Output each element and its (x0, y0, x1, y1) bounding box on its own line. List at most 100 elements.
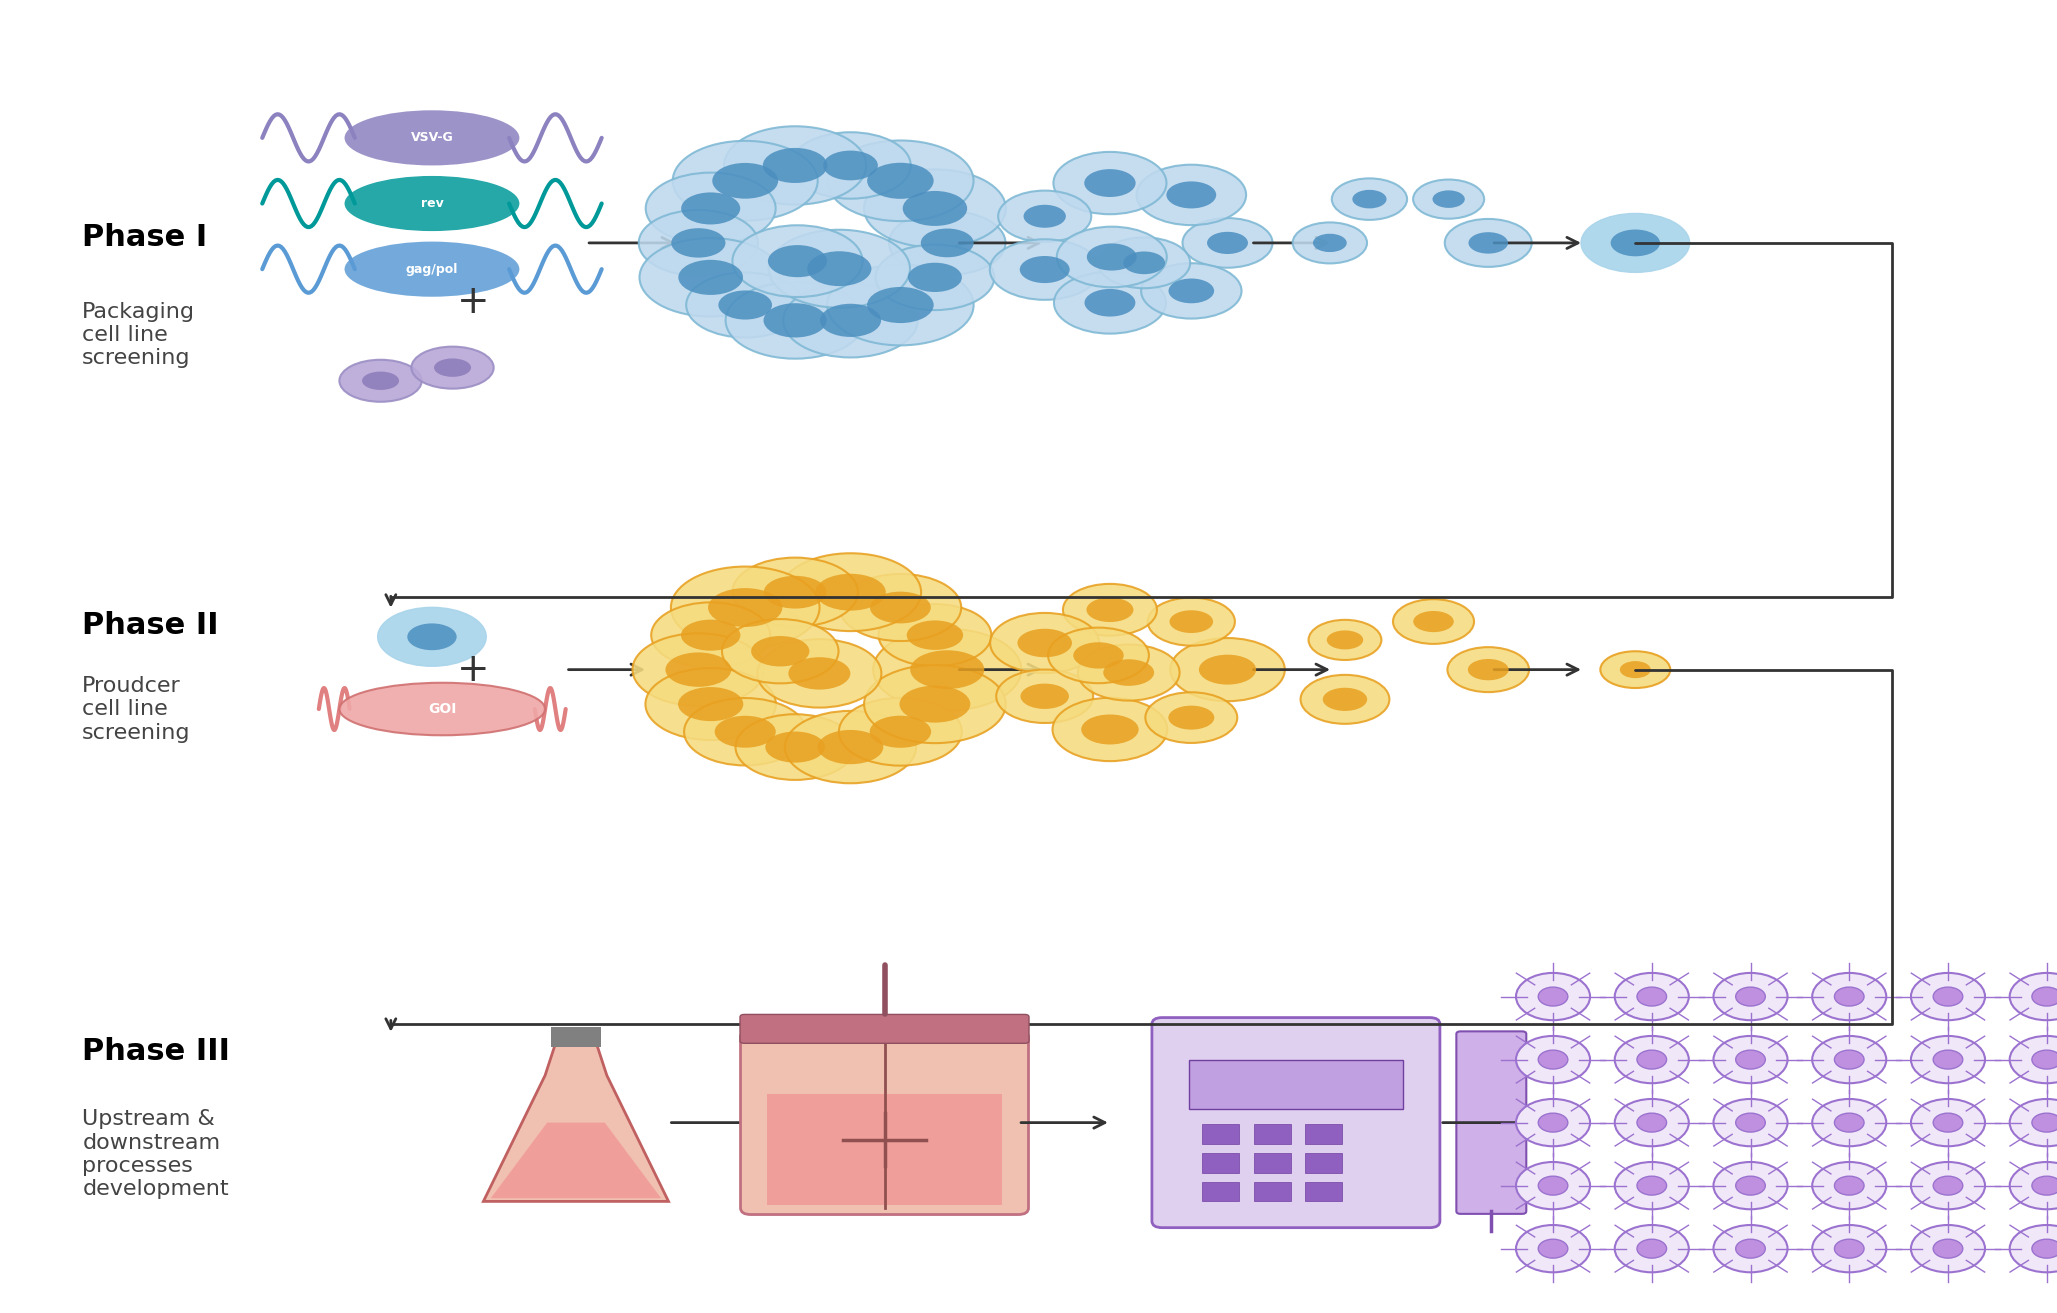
Bar (1255, 1182, 1292, 1201)
Circle shape (1911, 1162, 1985, 1209)
Ellipse shape (1444, 219, 1532, 267)
Ellipse shape (1432, 190, 1465, 207)
Ellipse shape (724, 126, 866, 205)
Ellipse shape (909, 650, 985, 689)
Circle shape (1516, 1162, 1590, 1209)
Ellipse shape (1312, 234, 1347, 252)
Circle shape (1637, 1239, 1666, 1258)
Ellipse shape (765, 731, 825, 763)
FancyBboxPatch shape (741, 1031, 1028, 1215)
Bar (1304, 1153, 1343, 1173)
Circle shape (2010, 1099, 2057, 1146)
Ellipse shape (1327, 630, 1364, 650)
Ellipse shape (1469, 659, 1508, 680)
Ellipse shape (1199, 655, 1257, 684)
Ellipse shape (1074, 642, 1123, 668)
Ellipse shape (907, 263, 963, 291)
Ellipse shape (1098, 238, 1191, 289)
Ellipse shape (640, 210, 757, 276)
Ellipse shape (864, 169, 1006, 248)
Ellipse shape (673, 140, 819, 221)
Bar (1255, 1124, 1292, 1144)
Text: +: + (457, 651, 490, 688)
Ellipse shape (827, 140, 973, 221)
Ellipse shape (1600, 651, 1670, 688)
Ellipse shape (763, 148, 827, 183)
Ellipse shape (1413, 180, 1485, 219)
Ellipse shape (652, 603, 769, 668)
Text: Packaging
cell line
screening: Packaging cell line screening (82, 302, 195, 369)
Ellipse shape (362, 372, 399, 390)
Circle shape (1736, 1239, 1765, 1258)
Bar (551, 1027, 601, 1046)
Ellipse shape (815, 574, 887, 611)
Ellipse shape (1020, 684, 1070, 709)
Ellipse shape (681, 620, 741, 651)
Circle shape (1812, 973, 1886, 1020)
Text: GOI: GOI (428, 702, 457, 716)
Ellipse shape (989, 613, 1098, 674)
Ellipse shape (1057, 227, 1166, 288)
Ellipse shape (1053, 272, 1166, 334)
Circle shape (1637, 1176, 1666, 1195)
Circle shape (1934, 1239, 1962, 1258)
Circle shape (1835, 1176, 1864, 1195)
Ellipse shape (646, 172, 775, 244)
Ellipse shape (989, 239, 1100, 299)
Ellipse shape (786, 710, 915, 784)
Ellipse shape (1103, 659, 1154, 685)
Circle shape (1615, 1225, 1689, 1272)
Ellipse shape (823, 151, 878, 180)
Ellipse shape (1020, 256, 1070, 284)
Circle shape (1516, 973, 1590, 1020)
Circle shape (1713, 1099, 1788, 1146)
Ellipse shape (763, 576, 827, 608)
Ellipse shape (1049, 628, 1150, 683)
Ellipse shape (903, 190, 967, 226)
Bar (1304, 1124, 1343, 1144)
Ellipse shape (1351, 190, 1386, 209)
Ellipse shape (878, 604, 991, 666)
FancyBboxPatch shape (1152, 1018, 1440, 1228)
Ellipse shape (1323, 688, 1368, 710)
Ellipse shape (1086, 597, 1133, 622)
PathPatch shape (492, 1123, 660, 1199)
Bar (1304, 1182, 1343, 1201)
Ellipse shape (671, 566, 819, 649)
Circle shape (1516, 1225, 1590, 1272)
Ellipse shape (751, 635, 808, 667)
Circle shape (1736, 987, 1765, 1006)
Circle shape (1934, 1050, 1962, 1069)
Ellipse shape (868, 288, 934, 323)
Ellipse shape (344, 242, 518, 297)
Text: VSV-G: VSV-G (411, 131, 453, 144)
Ellipse shape (1582, 214, 1689, 272)
Ellipse shape (344, 110, 518, 165)
Ellipse shape (1063, 584, 1156, 635)
Ellipse shape (827, 265, 973, 345)
Ellipse shape (876, 244, 994, 310)
Ellipse shape (784, 284, 917, 357)
Bar (1201, 1153, 1238, 1173)
Ellipse shape (640, 238, 782, 316)
Ellipse shape (411, 347, 494, 389)
Circle shape (1539, 987, 1567, 1006)
Circle shape (1713, 973, 1788, 1020)
Ellipse shape (821, 303, 880, 337)
Ellipse shape (864, 666, 1006, 743)
Ellipse shape (434, 358, 471, 377)
Ellipse shape (407, 624, 457, 650)
Circle shape (1637, 1050, 1666, 1069)
Ellipse shape (1168, 705, 1214, 730)
FancyBboxPatch shape (741, 1015, 1028, 1044)
Text: +: + (457, 284, 490, 320)
Ellipse shape (1170, 638, 1286, 701)
Ellipse shape (664, 653, 732, 687)
Ellipse shape (714, 716, 775, 747)
Bar (1201, 1182, 1238, 1201)
Ellipse shape (687, 273, 804, 337)
Ellipse shape (1084, 169, 1135, 197)
Ellipse shape (1024, 205, 1066, 227)
Ellipse shape (1300, 675, 1388, 723)
Ellipse shape (1331, 179, 1407, 219)
